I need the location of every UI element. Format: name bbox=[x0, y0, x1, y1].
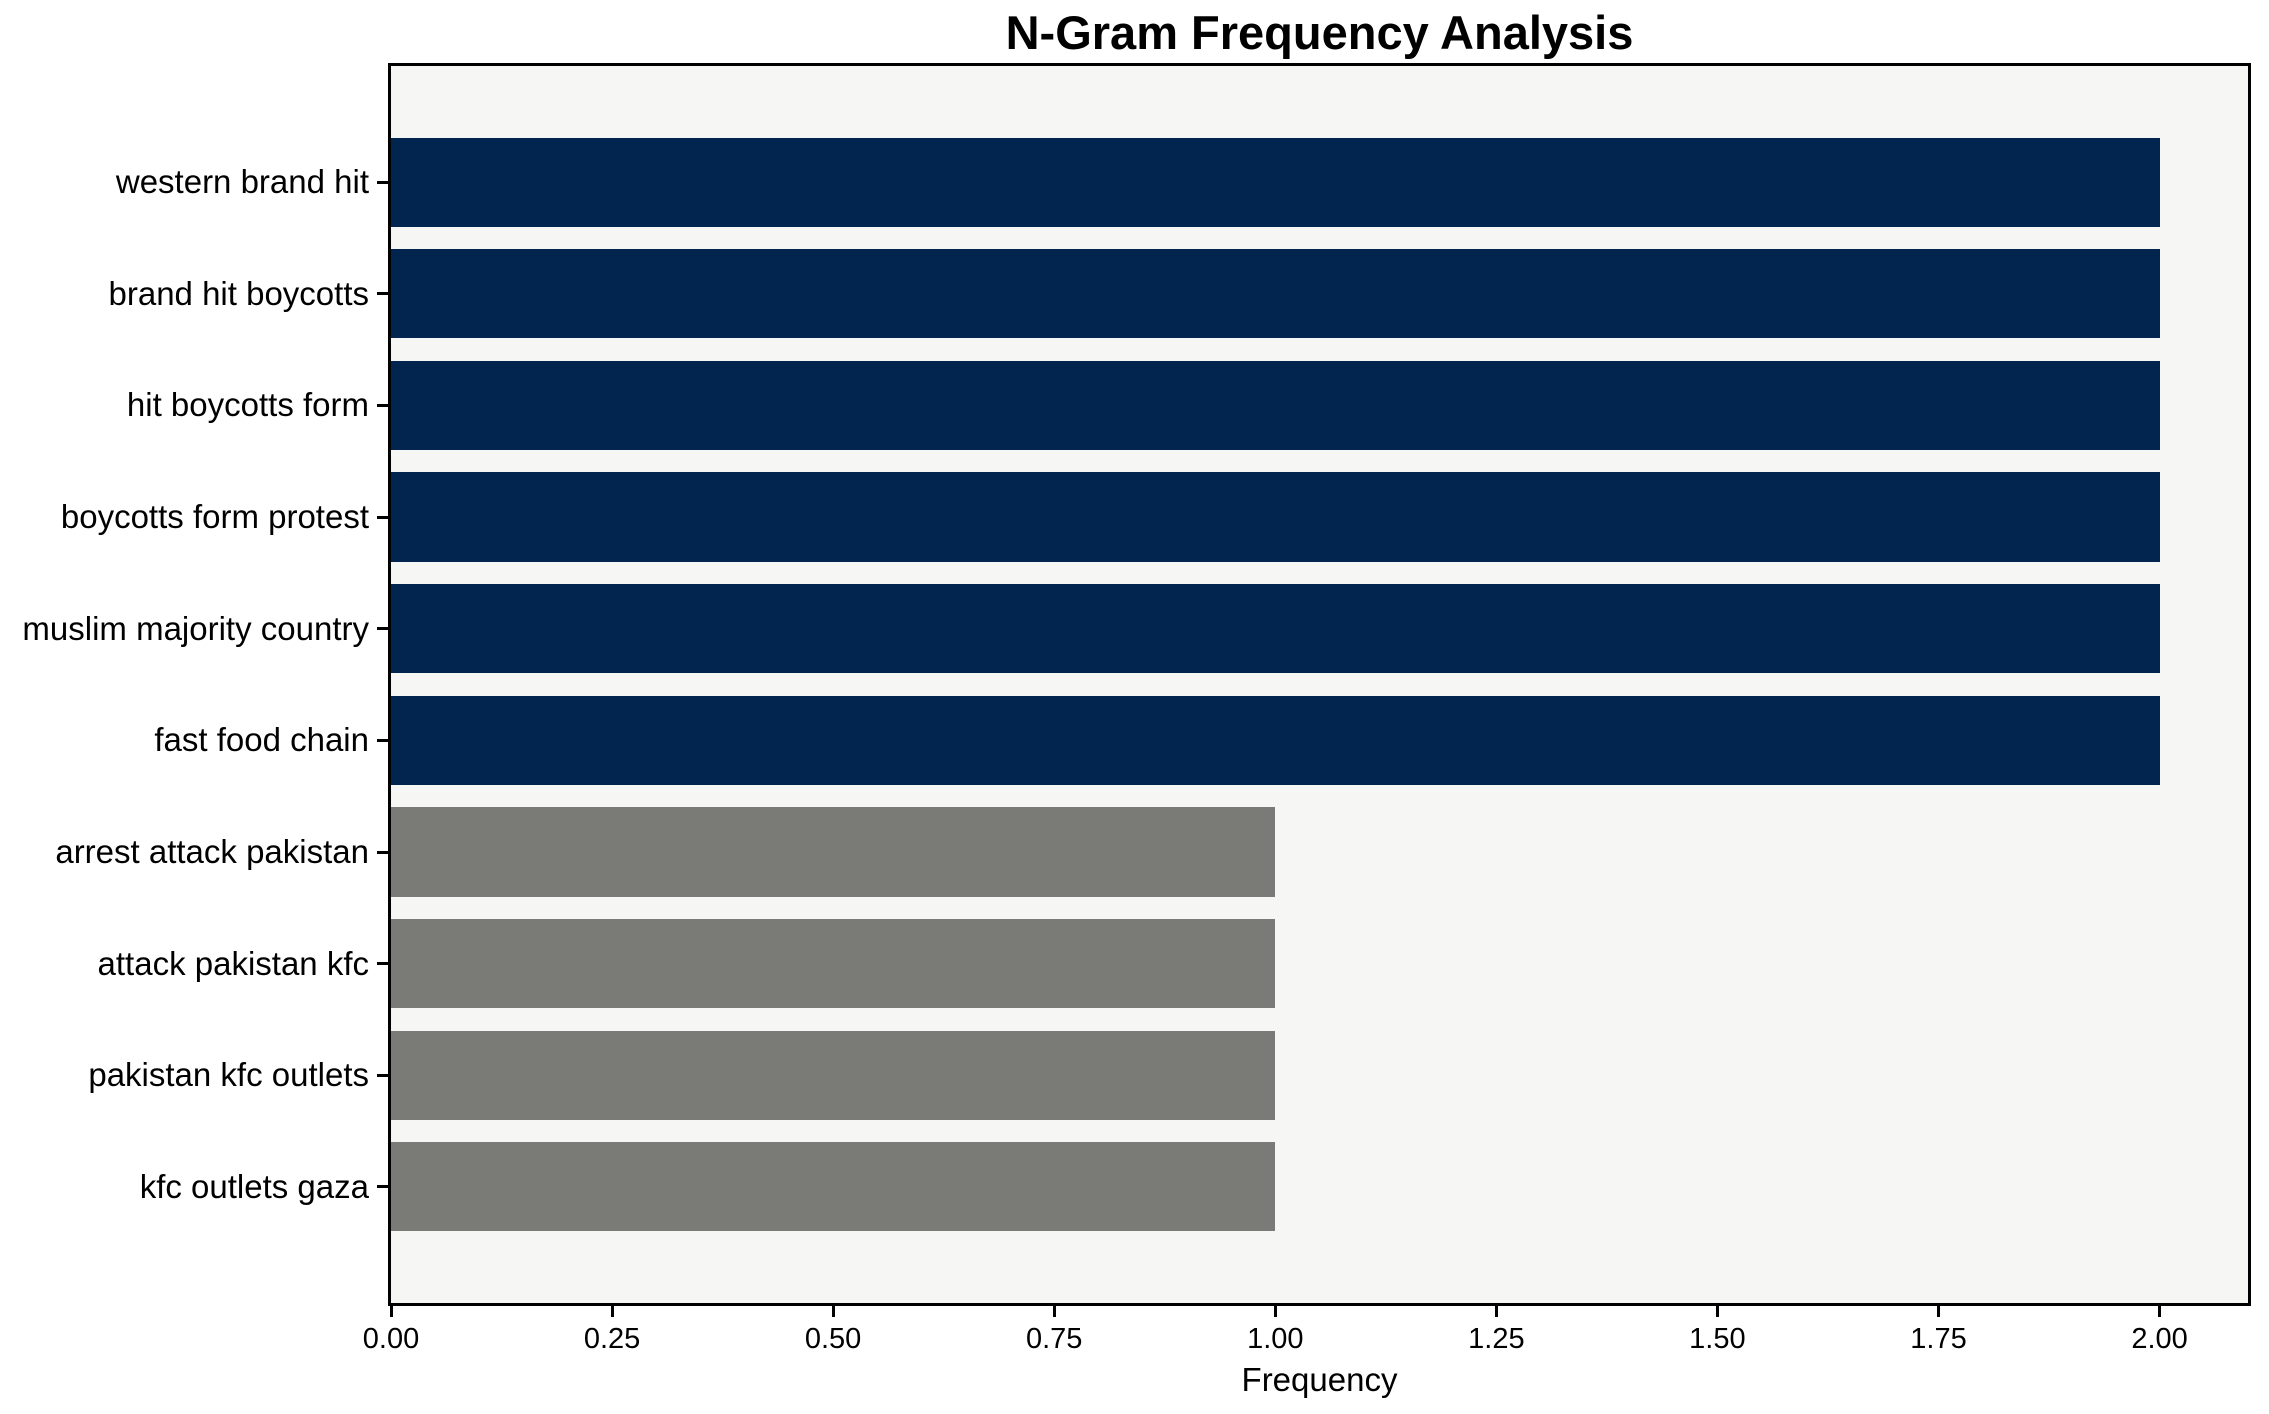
y-tick-label: attack pakistan kfc bbox=[97, 944, 369, 982]
x-tick-label: 0.00 bbox=[362, 1323, 420, 1355]
y-tick-mark bbox=[377, 850, 391, 854]
bar-pakistan-kfc-outlets bbox=[391, 1030, 1276, 1120]
x-tick-mark bbox=[1273, 1303, 1277, 1317]
plot-area bbox=[388, 63, 2251, 1306]
x-tick-label: 0.50 bbox=[804, 1323, 862, 1355]
bar-muslim-majority-country bbox=[391, 584, 2160, 674]
x-tick-mark bbox=[1052, 1303, 1056, 1317]
y-tick-mark bbox=[377, 1185, 391, 1189]
x-tick-mark bbox=[2158, 1303, 2162, 1317]
x-axis-label: Frequency bbox=[1241, 1361, 1398, 1398]
y-tick-label: brand hit boycotts bbox=[108, 274, 370, 312]
y-tick-mark bbox=[377, 627, 391, 631]
y-tick-label: hit boycotts form bbox=[126, 386, 369, 424]
bar-attack-pakistan-kfc bbox=[391, 918, 1276, 1009]
y-tick-label: western brand hit bbox=[115, 163, 369, 201]
x-tick-label: 0.25 bbox=[583, 1323, 641, 1355]
x-tick-mark bbox=[1715, 1303, 1719, 1317]
bar-arrest-attack-pakistan bbox=[391, 807, 1276, 897]
chart-title: N-Gram Frequency Analysis bbox=[1005, 6, 1634, 59]
x-tick-label: 1.75 bbox=[1910, 1323, 1967, 1355]
bar-brand-hit-boycotts bbox=[391, 249, 2160, 339]
y-tick-mark bbox=[377, 515, 391, 519]
y-tick-label: arrest attack pakistan bbox=[55, 833, 369, 870]
y-tick-mark bbox=[377, 292, 391, 296]
bar-kfc-outlets-gaza bbox=[391, 1142, 1276, 1232]
y-tick-mark bbox=[377, 403, 391, 407]
x-tick-label: 0.75 bbox=[1025, 1323, 1083, 1355]
y-tick-label: muslim majority country bbox=[22, 609, 369, 647]
x-tick-label: 2.00 bbox=[2131, 1323, 2188, 1355]
y-tick-label: boycotts form protest bbox=[60, 498, 369, 535]
y-tick-label: kfc outlets gaza bbox=[139, 1167, 369, 1205]
bar-hit-boycotts-form bbox=[391, 360, 2160, 450]
y-tick-mark bbox=[377, 180, 391, 184]
bar-boycotts-form-protest bbox=[391, 472, 2160, 562]
y-tick-label: pakistan kfc outlets bbox=[88, 1056, 369, 1094]
x-tick-label: 1.50 bbox=[1689, 1323, 1746, 1355]
y-tick-label: fast food chain bbox=[154, 721, 369, 759]
x-tick-mark bbox=[610, 1303, 614, 1317]
x-tick-mark bbox=[831, 1303, 835, 1317]
x-tick-label: 1.00 bbox=[1247, 1323, 1304, 1355]
y-tick-mark bbox=[377, 738, 391, 742]
y-tick-mark bbox=[377, 962, 391, 966]
x-tick-mark bbox=[389, 1303, 393, 1317]
bar-fast-food-chain bbox=[391, 695, 2160, 785]
x-tick-label: 1.25 bbox=[1468, 1323, 1525, 1355]
x-tick-mark bbox=[1937, 1303, 1940, 1317]
bar-western-brand-hit bbox=[391, 137, 2160, 227]
x-tick-mark bbox=[1494, 1303, 1498, 1317]
y-tick-mark bbox=[377, 1073, 391, 1077]
